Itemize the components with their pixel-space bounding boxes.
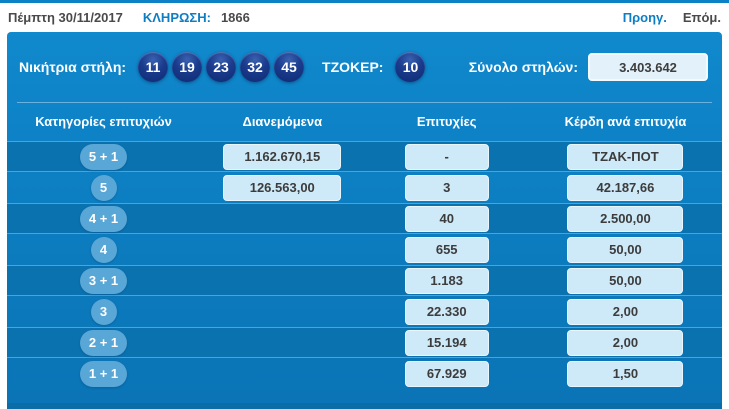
category-pill: 2 + 1 (79, 329, 128, 356)
table-row: 1 + 1 67.929 1,50 (7, 358, 722, 389)
table-header-row: Κατηγορίες επιτυχιών Διανεμόμενα Επιτυχί… (7, 103, 722, 141)
table-row: 4 655 50,00 (7, 234, 722, 265)
header-prize: Κέρδη ανά επιτυχία (564, 114, 687, 129)
table-row: 5 + 1 1.162.670,15 - ΤΖΑΚ-ΠΟΤ (7, 141, 722, 172)
table-row: 4 + 1 40 2.500,00 (7, 203, 722, 234)
draw-date: Πέμπτη 30/11/2017 (8, 10, 123, 25)
lottery-ball-3: 23 (206, 52, 237, 82)
lottery-ball-4: 32 (240, 52, 271, 82)
winners-value: 1.183 (404, 267, 489, 294)
joker-label: ΤΖΟΚΕΡ: (322, 59, 384, 75)
winners-value: - (404, 143, 489, 170)
draw-results-panel: Νικήτρια στήλη: 11 19 23 32 45 ΤΖΟΚΕΡ: 1… (7, 32, 722, 409)
winners-value: 655 (404, 236, 489, 263)
header-winners: Επιτυχίες (416, 114, 477, 129)
draw-number: 1866 (220, 10, 250, 25)
winners-value: 40 (404, 205, 489, 232)
winning-column-label: Νικήτρια στήλη: (19, 59, 127, 75)
lottery-ball-5: 45 (274, 52, 305, 82)
category-pill: 4 (90, 236, 117, 263)
table-row: 3 + 1 1.183 50,00 (7, 265, 722, 296)
distributed-value: 1.162.670,15 (223, 143, 342, 170)
prize-value: 50,00 (567, 267, 684, 294)
winners-value: 3 (404, 174, 489, 201)
lottery-ball-1: 11 (138, 52, 169, 82)
winning-numbers-row: Νικήτρια στήλη: 11 19 23 32 45 ΤΖΟΚΕΡ: 1… (7, 32, 722, 102)
table-row: 5 126.563,00 3 42.187,66 (7, 172, 722, 203)
winners-value: 67.929 (404, 360, 489, 387)
prize-value: ΤΖΑΚ-ΠΟΤ (567, 143, 684, 170)
header-separator (17, 102, 712, 103)
prize-value: 2,00 (567, 329, 684, 356)
category-pill: 3 + 1 (79, 267, 128, 294)
previous-draw-link[interactable]: Προηγ. (622, 10, 667, 25)
draw-label: ΚΛΗΡΩΣΗ: (142, 10, 211, 25)
header-categories: Κατηγορίες επιτυχιών (35, 114, 172, 129)
table-row: 3 22.330 2,00 (7, 296, 722, 327)
winning-balls: 11 19 23 32 45 (138, 52, 308, 82)
next-draw-link[interactable]: Επόμ. (682, 10, 721, 25)
table-row: 2 + 1 15.194 2,00 (7, 327, 722, 358)
prize-value: 42.187,66 (567, 174, 684, 201)
winners-value: 22.330 (404, 298, 489, 325)
prize-value: 2.500,00 (567, 205, 684, 232)
prize-value: 2,00 (567, 298, 684, 325)
prize-value: 50,00 (567, 236, 684, 263)
draw-header-bar: Πέμπτη 30/11/2017 ΚΛΗΡΩΣΗ: 1866 Προηγ. Ε… (0, 0, 729, 32)
header-distributed: Διανεμόμενα (242, 114, 323, 129)
prize-value: 1,50 (567, 360, 684, 387)
distributed-value: 126.563,00 (223, 174, 342, 201)
category-pill: 5 + 1 (79, 143, 128, 170)
joker-ball: 10 (395, 52, 426, 82)
category-pill: 4 + 1 (79, 205, 128, 232)
total-columns-group: Σύνολο στηλών: 3.403.642 (469, 53, 708, 81)
total-columns-label: Σύνολο στηλών: (468, 59, 578, 75)
lottery-ball-2: 19 (172, 52, 203, 82)
category-pill: 3 (90, 298, 117, 325)
total-columns-value: 3.403.642 (588, 53, 708, 81)
winners-value: 15.194 (404, 329, 489, 356)
category-pill: 5 (90, 174, 117, 201)
category-pill: 1 + 1 (79, 360, 128, 387)
